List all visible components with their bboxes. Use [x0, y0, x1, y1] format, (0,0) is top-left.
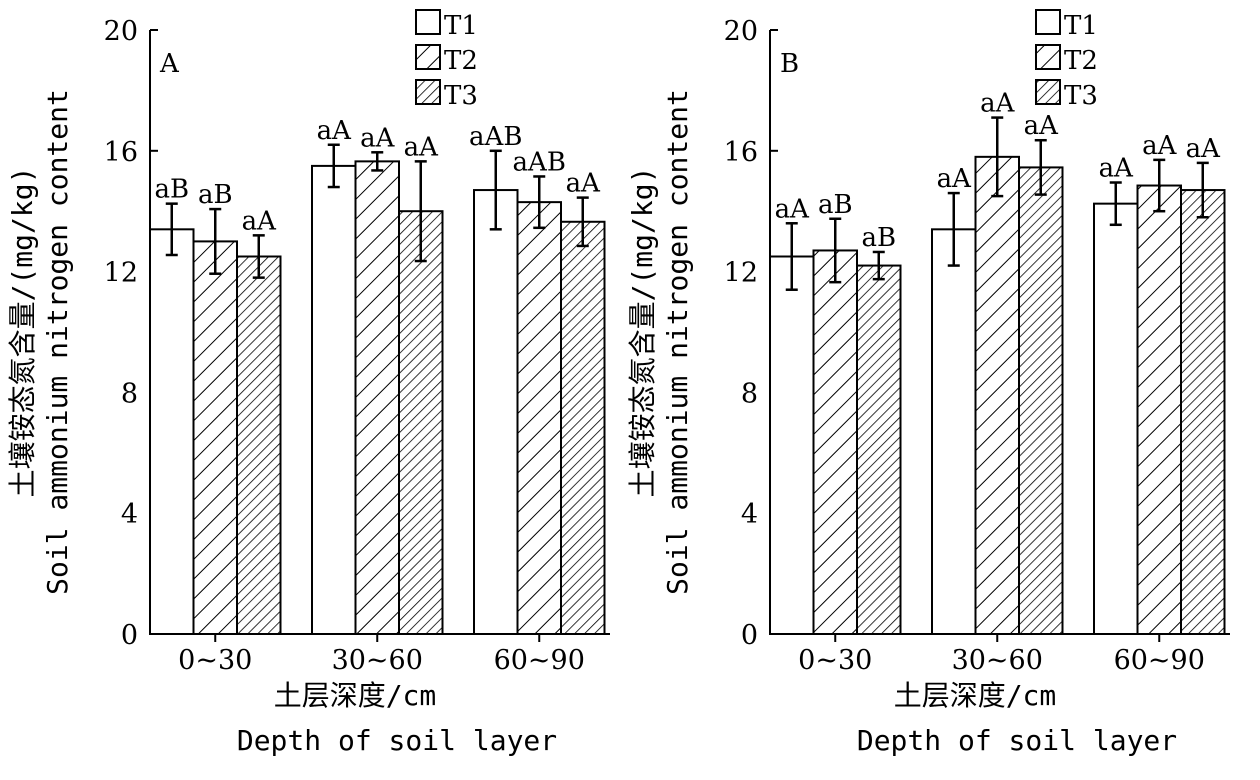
significance-label: aB: [154, 175, 189, 205]
y-tick-label: 16: [104, 137, 138, 168]
significance-label: aAB: [469, 122, 522, 152]
legend-label: T2: [1064, 46, 1098, 76]
legend-swatch-t1: [415, 9, 441, 35]
significance-label: aA: [1186, 134, 1222, 164]
significance-label: aA: [775, 194, 811, 224]
bar-t2: [1136, 184, 1182, 635]
x-tick-label: 30~60: [332, 645, 423, 676]
x-axis-label-cn: 土层深度/cm: [274, 679, 437, 712]
significance-label: aA: [404, 132, 440, 162]
panel-label: A: [159, 49, 180, 79]
y-tick-label: 20: [724, 16, 758, 47]
significance-label: aA: [566, 169, 602, 199]
legend-label: T2: [444, 46, 478, 76]
y-tick-label: 16: [724, 137, 758, 168]
legend-swatch-t2: [415, 44, 441, 70]
y-tick-label: 4: [121, 499, 138, 530]
bar-t2: [192, 240, 238, 635]
significance-label: aB: [818, 190, 853, 220]
bar-t2: [812, 249, 858, 636]
x-tick-label: 30~60: [952, 645, 1043, 676]
y-tick-label: 0: [741, 620, 758, 651]
x-tick-label: 60~90: [1114, 645, 1205, 676]
significance-label: aA: [242, 206, 278, 236]
bar-t1: [931, 228, 977, 635]
bar-t1: [473, 189, 519, 635]
bar-t3: [856, 264, 902, 635]
significance-label: aA: [360, 123, 396, 153]
significance-label: aAB: [513, 147, 566, 177]
y-tick-label: 12: [724, 258, 758, 289]
x-axis-label-en: Depth of soil layer: [857, 724, 1177, 757]
x-tick-label: 0~30: [178, 645, 252, 676]
y-tick-label: 8: [121, 378, 138, 409]
y-tick-label: 12: [104, 258, 138, 289]
bar-t1: [769, 255, 815, 635]
significance-label: aA: [317, 116, 353, 146]
y-axis-label-en: Soil ammonium nitrogen content: [41, 89, 74, 595]
legend-label: T1: [444, 11, 478, 41]
bar-t2: [516, 201, 562, 635]
bar-t2: [354, 160, 400, 635]
significance-label: aA: [980, 89, 1016, 119]
x-axis-label-cn: 土层深度/cm: [894, 679, 1057, 712]
x-tick-label: 60~90: [494, 645, 585, 676]
legend-label: T1: [1064, 11, 1098, 41]
bar-t1: [1093, 202, 1139, 635]
bar-t3: [560, 220, 606, 636]
bar-t2: [974, 155, 1020, 635]
legend-label: T3: [1064, 81, 1098, 111]
y-axis-label-en: Soil ammonium nitrogen content: [661, 89, 694, 595]
significance-label: aB: [861, 223, 896, 253]
x-tick-label: 0~30: [798, 645, 872, 676]
significance-label: aA: [1099, 154, 1135, 184]
significance-label: aA: [1142, 131, 1178, 161]
bar-t3: [1180, 189, 1226, 635]
legend-swatch-t1: [1035, 9, 1061, 35]
bar-t3: [236, 255, 282, 635]
bar-t1: [311, 164, 357, 635]
bar-t1: [149, 228, 195, 635]
y-axis-label-cn: 土壤铵态氮含量/(mg/kg): [6, 167, 39, 498]
legend-swatch-t3: [415, 79, 441, 105]
x-axis-label-en: Depth of soil layer: [237, 724, 557, 757]
legend-swatch-t3: [1035, 79, 1061, 105]
bar-t3: [398, 210, 444, 635]
y-tick-label: 8: [741, 378, 758, 409]
y-tick-label: 0: [121, 620, 138, 651]
panel-label: B: [780, 49, 799, 79]
significance-label: aA: [937, 164, 973, 194]
legend-label: T3: [444, 81, 478, 111]
significance-label: aA: [1024, 111, 1060, 141]
legend-swatch-t2: [1035, 44, 1061, 70]
y-axis-label-cn: 土壤铵态氮含量/(mg/kg): [626, 167, 659, 498]
y-tick-label: 20: [104, 16, 138, 47]
significance-label: aB: [198, 180, 233, 210]
bar-t3: [1018, 166, 1064, 635]
y-tick-label: 4: [741, 499, 758, 530]
